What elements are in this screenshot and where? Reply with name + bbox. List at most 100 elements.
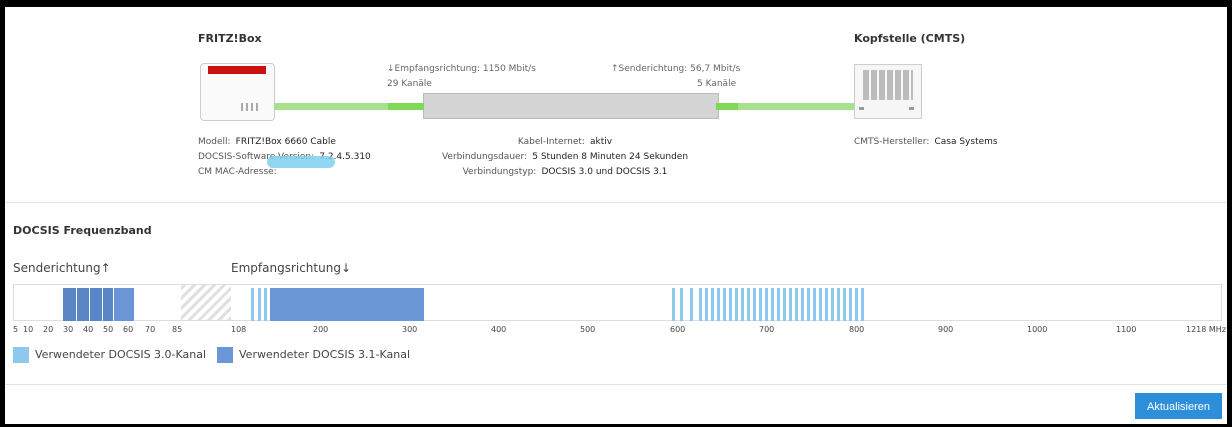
down-tick-label: 1218 MHz bbox=[1186, 325, 1227, 334]
down-channel-bar bbox=[741, 288, 744, 321]
up-tick-label: 10 bbox=[23, 325, 34, 334]
legend-30-label: Verwendeter DOCSIS 3.0-Kanal bbox=[35, 348, 207, 361]
down-channel-bar bbox=[717, 288, 720, 321]
cmts-device-icon bbox=[854, 64, 922, 119]
cable-internet-label: Kabel-Internet: bbox=[517, 137, 585, 147]
down-channel-bar bbox=[759, 288, 762, 321]
down-channel-bar bbox=[723, 288, 726, 321]
down-channel-bar bbox=[729, 288, 732, 321]
down-channel-bar bbox=[705, 288, 708, 321]
down-tick-label: 700 bbox=[759, 325, 775, 334]
model-row: Modell: FRITZ!Box 6660 Cable bbox=[198, 129, 336, 148]
down-channel-bar bbox=[753, 288, 756, 321]
down-channel-bar bbox=[735, 288, 738, 321]
up-tick-label: 5 bbox=[13, 325, 19, 334]
down-channel-bar bbox=[251, 288, 254, 321]
cmts-vendor-label: CMTS-Hersteller: bbox=[854, 137, 930, 147]
down-channel-bar bbox=[765, 288, 768, 321]
cable-internet-value: aktiv bbox=[590, 137, 613, 147]
up-channel-bar bbox=[77, 288, 89, 321]
type-row: Verbindungstyp: DOCSIS 3.0 und DOCSIS 3.… bbox=[385, 159, 745, 178]
down-channel-bar bbox=[264, 288, 267, 321]
legend-31-swatch bbox=[217, 347, 233, 363]
down-tick-label: 200 bbox=[313, 325, 329, 334]
down-channel-bar bbox=[813, 288, 816, 321]
band-title: DOCSIS Frequenzband bbox=[13, 224, 152, 237]
up-channel-bar bbox=[103, 288, 113, 321]
down-channel-bar bbox=[747, 288, 750, 321]
down-channel-bar bbox=[843, 288, 846, 321]
mac-redaction bbox=[267, 156, 335, 168]
down-channel-bar bbox=[690, 288, 693, 321]
fritzbox-title: FRITZ!Box bbox=[198, 32, 262, 45]
down-channel-bar bbox=[777, 288, 780, 321]
down-channel-bar bbox=[831, 288, 834, 321]
docsis-sw-value: 7.2.4.5.310 bbox=[319, 152, 371, 162]
mac-row: CM MAC-Adresse: bbox=[198, 159, 277, 178]
up-channels: 5 Kanäle bbox=[697, 79, 737, 89]
legend-31-label: Verwendeter DOCSIS 3.1-Kanal bbox=[239, 348, 411, 361]
up-tick-label: 85 bbox=[172, 325, 183, 334]
down-channel-bar bbox=[801, 288, 804, 321]
mac-label: CM MAC-Adresse: bbox=[198, 167, 277, 177]
down-tick-label: 900 bbox=[938, 325, 954, 334]
docsis-sw-label: DOCSIS-Software-Version: bbox=[198, 152, 315, 162]
down-channel-bar bbox=[680, 288, 683, 321]
duration-value: 5 Stunden 8 Minuten 24 Sekunden bbox=[532, 152, 689, 162]
up-header: Senderichtung↑ bbox=[13, 261, 111, 275]
down-channel-bar bbox=[825, 288, 828, 321]
up-tick-label: 50 bbox=[103, 325, 114, 334]
type-value: DOCSIS 3.0 und DOCSIS 3.1 bbox=[541, 167, 668, 177]
down-channel-bar bbox=[849, 288, 852, 321]
footer-divider bbox=[5, 384, 1227, 385]
down-tick-label: 1100 bbox=[1116, 325, 1137, 334]
fritzbox-device-icon bbox=[200, 63, 275, 121]
up-tick-label: 70 bbox=[145, 325, 156, 334]
down-channel-bar bbox=[771, 288, 774, 321]
type-label: Verbindungstyp: bbox=[462, 167, 537, 177]
model-label: Modell: bbox=[198, 137, 231, 147]
up-tick-label: 30 bbox=[63, 325, 74, 334]
cmts-vendor-row: CMTS-Hersteller: Casa Systems bbox=[854, 129, 998, 148]
down-channel-bar bbox=[795, 288, 798, 321]
cmts-vendor-value: Casa Systems bbox=[934, 137, 998, 147]
up-channel-bar bbox=[114, 288, 134, 321]
cable-left bbox=[274, 103, 424, 110]
down-tick-label: 108 bbox=[231, 325, 247, 334]
down-header: Empfangsrichtung↓ bbox=[231, 261, 351, 275]
cable-right bbox=[716, 103, 856, 110]
down-tick-label: 800 bbox=[849, 325, 865, 334]
down-channel-bar bbox=[807, 288, 810, 321]
up-tick-label: 40 bbox=[83, 325, 94, 334]
down-channel-bar bbox=[258, 288, 261, 321]
down-channel-bar bbox=[789, 288, 792, 321]
section-divider bbox=[5, 202, 1227, 203]
down-channel-bar bbox=[711, 288, 714, 321]
refresh-button[interactable]: Aktualisieren bbox=[1135, 393, 1222, 419]
down-channel-bar bbox=[837, 288, 840, 321]
docsis-sw-row: DOCSIS-Software-Version: 7.2.4.5.310 bbox=[198, 144, 371, 163]
down-tick-label: 600 bbox=[670, 325, 686, 334]
legend-30-swatch bbox=[13, 347, 29, 363]
panel: FRITZ!Box ↓Empfangsrichtung: 1150 Mbit/s… bbox=[5, 7, 1227, 424]
down-channel-bar-31 bbox=[270, 288, 424, 321]
up-tick-label: 60 bbox=[123, 325, 134, 334]
duration-row: Verbindungsdauer: 5 Stunden 8 Minuten 24… bbox=[385, 144, 745, 163]
duration-label: Verbindungsdauer: bbox=[441, 152, 528, 162]
down-tick-label: 400 bbox=[491, 325, 507, 334]
up-tick-label: 20 bbox=[43, 325, 54, 334]
cmts-title: Kopfstelle (CMTS) bbox=[854, 32, 966, 45]
down-channel-bar bbox=[672, 288, 675, 321]
up-rate-label: ↑Senderichtung: 56,7 Mbit/s bbox=[611, 64, 741, 74]
model-value: FRITZ!Box 6660 Cable bbox=[235, 137, 336, 147]
cable-bundle-green-left bbox=[388, 103, 424, 110]
down-channel-bar bbox=[861, 288, 864, 321]
cable-bundle bbox=[423, 93, 719, 119]
cable-internet-row: Kabel-Internet: aktiv bbox=[385, 129, 745, 148]
down-tick-label: 1000 bbox=[1027, 325, 1048, 334]
down-channel-bar bbox=[819, 288, 822, 321]
down-channel-bar bbox=[855, 288, 858, 321]
down-tick-label: 300 bbox=[402, 325, 418, 334]
down-channels: 29 Kanäle bbox=[387, 79, 432, 89]
band-gap-hatch bbox=[181, 285, 231, 320]
